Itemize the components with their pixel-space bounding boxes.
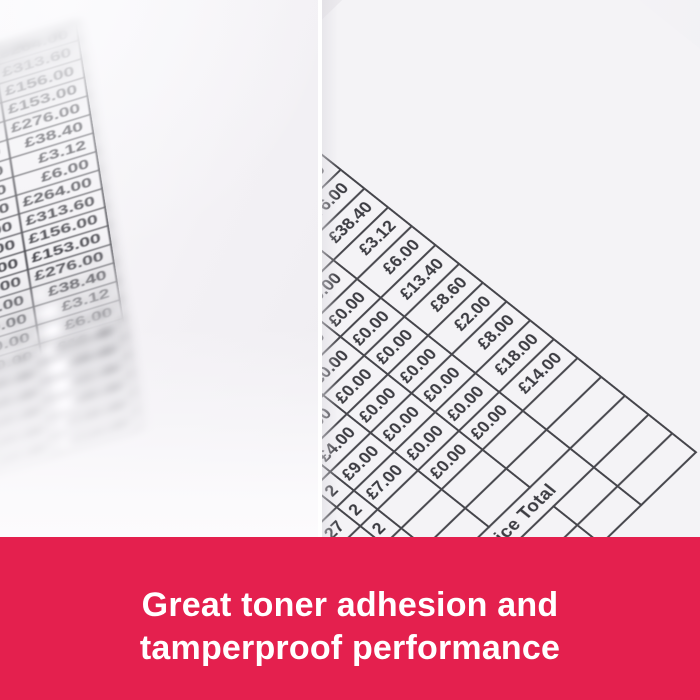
caption-line-2: tamperproof performance [139, 629, 561, 667]
photo-left-blurred-invoice: £0.00£0.002£0.00£0.00£0.00£264.00£0.00£0… [0, 0, 318, 537]
photo-right-sharp-invoice: £0.00£0.00£264.00£0.00£0.00£313.60£0.00£… [322, 0, 700, 537]
invoice-sheet-sharp-layer: £0.00£0.002£0.00£0.00£0.00£264.00£0.00£0… [0, 20, 142, 537]
invoice-table-left-sharp-mount: £0.00£0.002£0.00£0.00£0.00£264.00£0.00£0… [0, 20, 142, 537]
invoice-sheet: £0.00£0.00£264.00£0.00£0.00£313.60£0.00£… [322, 0, 700, 537]
caption-line-1: Great toner adhesion and [141, 586, 559, 624]
invoice-table-right: £0.00£0.00£264.00£0.00£0.00£313.60£0.00£… [322, 93, 698, 537]
invoice-table-left-sharp: £0.00£0.002£0.00£0.00£0.00£264.00£0.00£0… [0, 20, 142, 537]
invoice-table-right-mount: £0.00£0.00£264.00£0.00£0.00£313.60£0.00£… [322, 93, 698, 537]
caption-banner: Great toner adhesion and tamperproof per… [0, 537, 700, 700]
